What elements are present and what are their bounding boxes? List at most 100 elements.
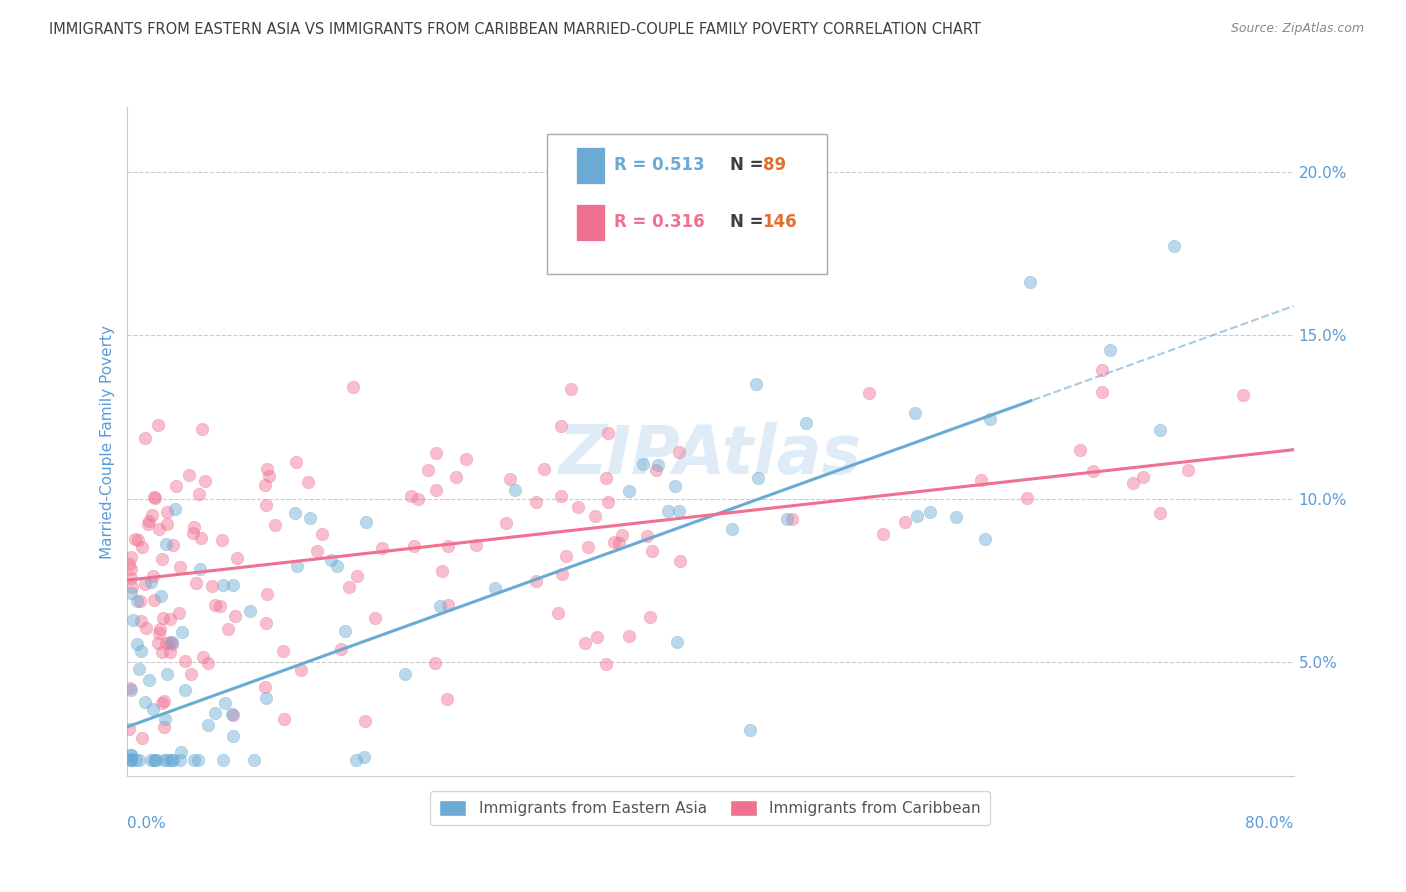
Point — [156, 667, 179, 681]
Point — [612, 528, 634, 542]
Point — [598, 495, 620, 509]
Text: IMMIGRANTS FROM EASTERN ASIA VS IMMIGRANTS FROM CARIBBEAN MARRIED-COUPLE FAMILY : IMMIGRANTS FROM EASTERN ASIA VS IMMIGRAN… — [49, 22, 981, 37]
Point — [335, 624, 357, 639]
Point — [155, 636, 177, 650]
Point — [354, 714, 377, 728]
Point — [617, 484, 640, 499]
Point — [211, 753, 233, 767]
Point — [120, 549, 142, 564]
Point — [647, 458, 669, 473]
Point — [583, 508, 606, 523]
Point — [148, 626, 170, 640]
Point — [131, 731, 153, 745]
Point — [256, 615, 278, 630]
Point — [124, 532, 146, 546]
Point — [188, 562, 211, 576]
Point — [197, 656, 219, 670]
Point — [190, 532, 212, 546]
Point — [1099, 343, 1122, 358]
Point — [118, 681, 141, 695]
Point — [307, 544, 329, 558]
Point — [425, 483, 447, 497]
Point — [141, 508, 163, 523]
Point — [872, 526, 894, 541]
Point — [209, 599, 232, 613]
Point — [346, 568, 368, 582]
Point — [402, 539, 425, 553]
Point — [979, 411, 1001, 425]
Point — [181, 525, 204, 540]
Point — [456, 452, 478, 467]
Point — [128, 662, 150, 676]
Point — [120, 571, 142, 585]
Point — [148, 522, 170, 536]
Point — [524, 574, 547, 589]
Point — [225, 551, 247, 566]
Point — [595, 657, 617, 671]
Point — [436, 599, 458, 613]
Point — [273, 712, 295, 726]
Point — [145, 753, 167, 767]
Point — [893, 515, 915, 529]
Point — [124, 753, 146, 767]
Point — [142, 753, 165, 767]
Point — [127, 637, 149, 651]
Point — [211, 533, 233, 547]
Point — [217, 622, 239, 636]
Point — [641, 544, 664, 558]
Point — [145, 753, 167, 767]
Point — [364, 611, 387, 625]
Point — [657, 504, 679, 518]
Point — [297, 475, 319, 489]
Point — [187, 753, 209, 767]
Text: Source: ZipAtlas.com: Source: ZipAtlas.com — [1230, 22, 1364, 36]
Point — [153, 720, 176, 734]
Point — [162, 753, 184, 767]
Point — [177, 467, 200, 482]
Point — [134, 431, 156, 445]
Text: 0.0%: 0.0% — [127, 816, 166, 831]
Point — [142, 490, 165, 504]
Point — [256, 587, 278, 601]
Point — [425, 446, 447, 460]
Point — [153, 694, 176, 708]
Point — [169, 745, 191, 759]
Point — [780, 512, 803, 526]
Point — [645, 463, 668, 477]
Point — [224, 609, 246, 624]
Point — [184, 576, 207, 591]
Point — [636, 529, 658, 543]
Point — [254, 691, 277, 706]
Point — [585, 630, 607, 644]
Point — [631, 457, 654, 471]
Point — [149, 623, 172, 637]
Point — [149, 589, 172, 603]
Point — [918, 505, 941, 519]
Point — [120, 753, 142, 767]
Point — [1149, 424, 1171, 438]
Point — [595, 471, 617, 485]
Point — [120, 752, 142, 766]
Point — [344, 753, 367, 767]
Point — [668, 504, 690, 518]
Point — [1149, 506, 1171, 520]
Point — [495, 516, 517, 531]
Point — [533, 462, 555, 476]
Point — [1232, 388, 1254, 402]
Point — [342, 379, 364, 393]
Point — [153, 712, 176, 726]
Point — [669, 554, 692, 568]
Point — [765, 182, 787, 196]
Point — [464, 538, 486, 552]
FancyBboxPatch shape — [576, 147, 605, 184]
Point — [858, 386, 880, 401]
Text: R = 0.316: R = 0.316 — [614, 213, 704, 231]
Point — [747, 471, 769, 485]
Point — [547, 607, 569, 621]
Point — [263, 517, 285, 532]
Legend: Immigrants from Eastern Asia, Immigrants from Caribbean: Immigrants from Eastern Asia, Immigrants… — [430, 791, 990, 825]
Point — [776, 511, 799, 525]
Point — [212, 577, 235, 591]
Point — [290, 663, 312, 677]
Point — [326, 559, 349, 574]
